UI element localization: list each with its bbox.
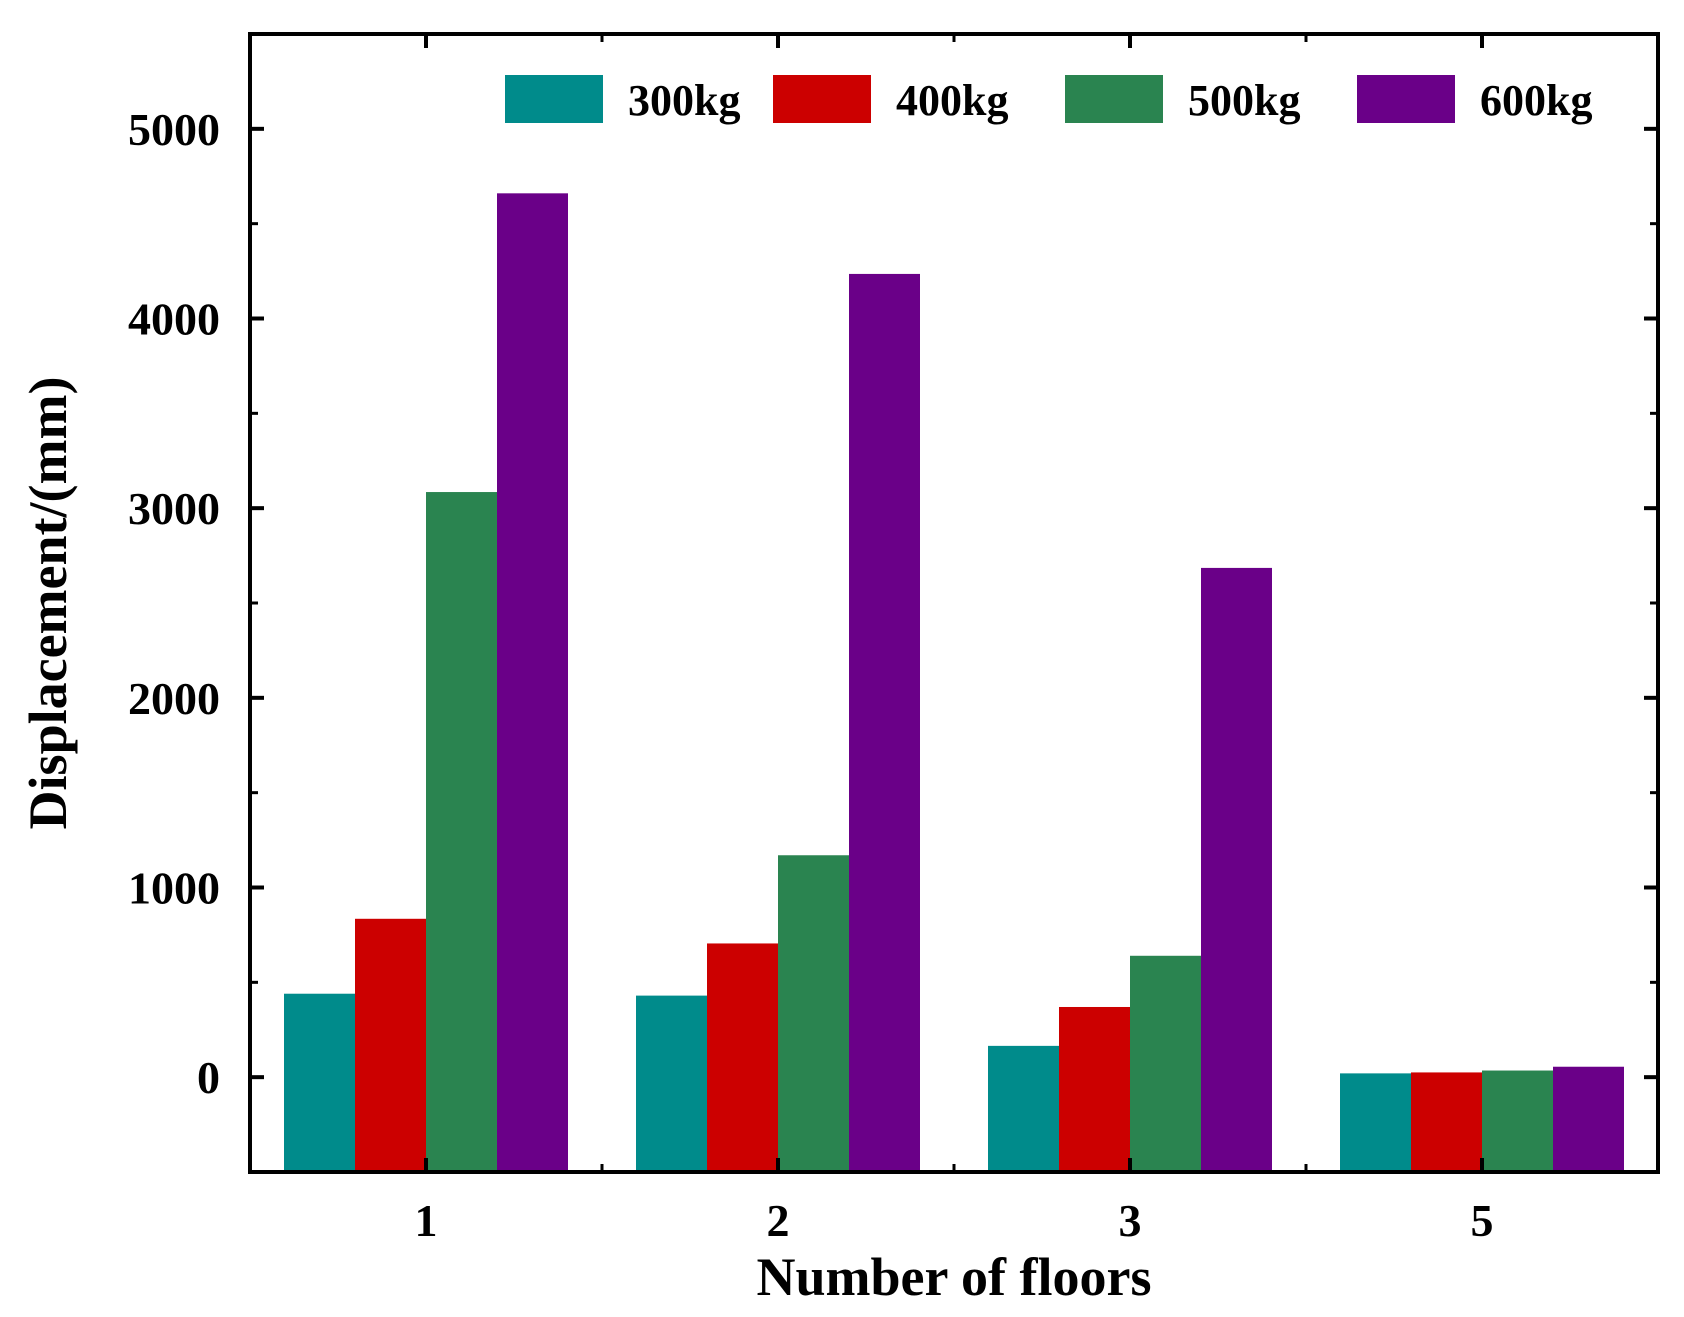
bar-600kg-floor-1 bbox=[497, 193, 568, 1172]
y-tick-label: 2000 bbox=[128, 673, 220, 724]
bar-400kg-floor-2 bbox=[707, 943, 778, 1172]
bars-group bbox=[284, 193, 1624, 1172]
legend-label-400kg: 400kg bbox=[896, 76, 1008, 125]
bar-600kg-floor-5 bbox=[1553, 1066, 1624, 1172]
y-tick-label: 1000 bbox=[128, 863, 220, 914]
bar-500kg-floor-1 bbox=[426, 492, 497, 1172]
y-tick-label: 5000 bbox=[128, 104, 220, 155]
bar-600kg-floor-3 bbox=[1201, 567, 1272, 1172]
x-tick-label: 2 bbox=[767, 1195, 790, 1246]
legend-swatch-500kg bbox=[1065, 75, 1163, 123]
bar-400kg-floor-5 bbox=[1411, 1072, 1482, 1172]
bar-500kg-floor-5 bbox=[1482, 1070, 1553, 1172]
y-tick-label: 3000 bbox=[128, 483, 220, 534]
y-tick-label: 4000 bbox=[128, 294, 220, 345]
x-tick-label: 1 bbox=[415, 1195, 438, 1246]
bar-300kg-floor-3 bbox=[988, 1045, 1059, 1172]
bar-300kg-floor-1 bbox=[284, 993, 355, 1172]
bar-300kg-floor-2 bbox=[636, 995, 707, 1172]
bar-300kg-floor-5 bbox=[1340, 1073, 1411, 1172]
legend-label-300kg: 300kg bbox=[628, 76, 740, 125]
x-tick-label: 5 bbox=[1471, 1195, 1494, 1246]
bar-400kg-floor-3 bbox=[1059, 1006, 1130, 1172]
ticks-group: 0 1000 2000 3000 4000 5000 1 2 3 5 bbox=[128, 34, 1658, 1246]
bar-400kg-floor-1 bbox=[355, 918, 426, 1172]
legend-label-500kg: 500kg bbox=[1188, 76, 1300, 125]
legend-swatch-400kg bbox=[773, 75, 871, 123]
legend-label-600kg: 600kg bbox=[1480, 76, 1592, 125]
x-tick-label: 3 bbox=[1119, 1195, 1142, 1246]
bar-500kg-floor-3 bbox=[1130, 955, 1201, 1172]
legend-swatch-300kg bbox=[505, 75, 603, 123]
legend: 300kg 400kg 500kg 600kg bbox=[505, 75, 1592, 125]
x-axis-title: Number of floors bbox=[757, 1247, 1152, 1307]
bar-500kg-floor-2 bbox=[778, 855, 849, 1172]
legend-swatch-600kg bbox=[1357, 75, 1455, 123]
y-tick-label: 0 bbox=[197, 1052, 220, 1103]
y-axis-title: Displacement/(mm) bbox=[18, 377, 78, 830]
bar-600kg-floor-2 bbox=[849, 273, 920, 1172]
